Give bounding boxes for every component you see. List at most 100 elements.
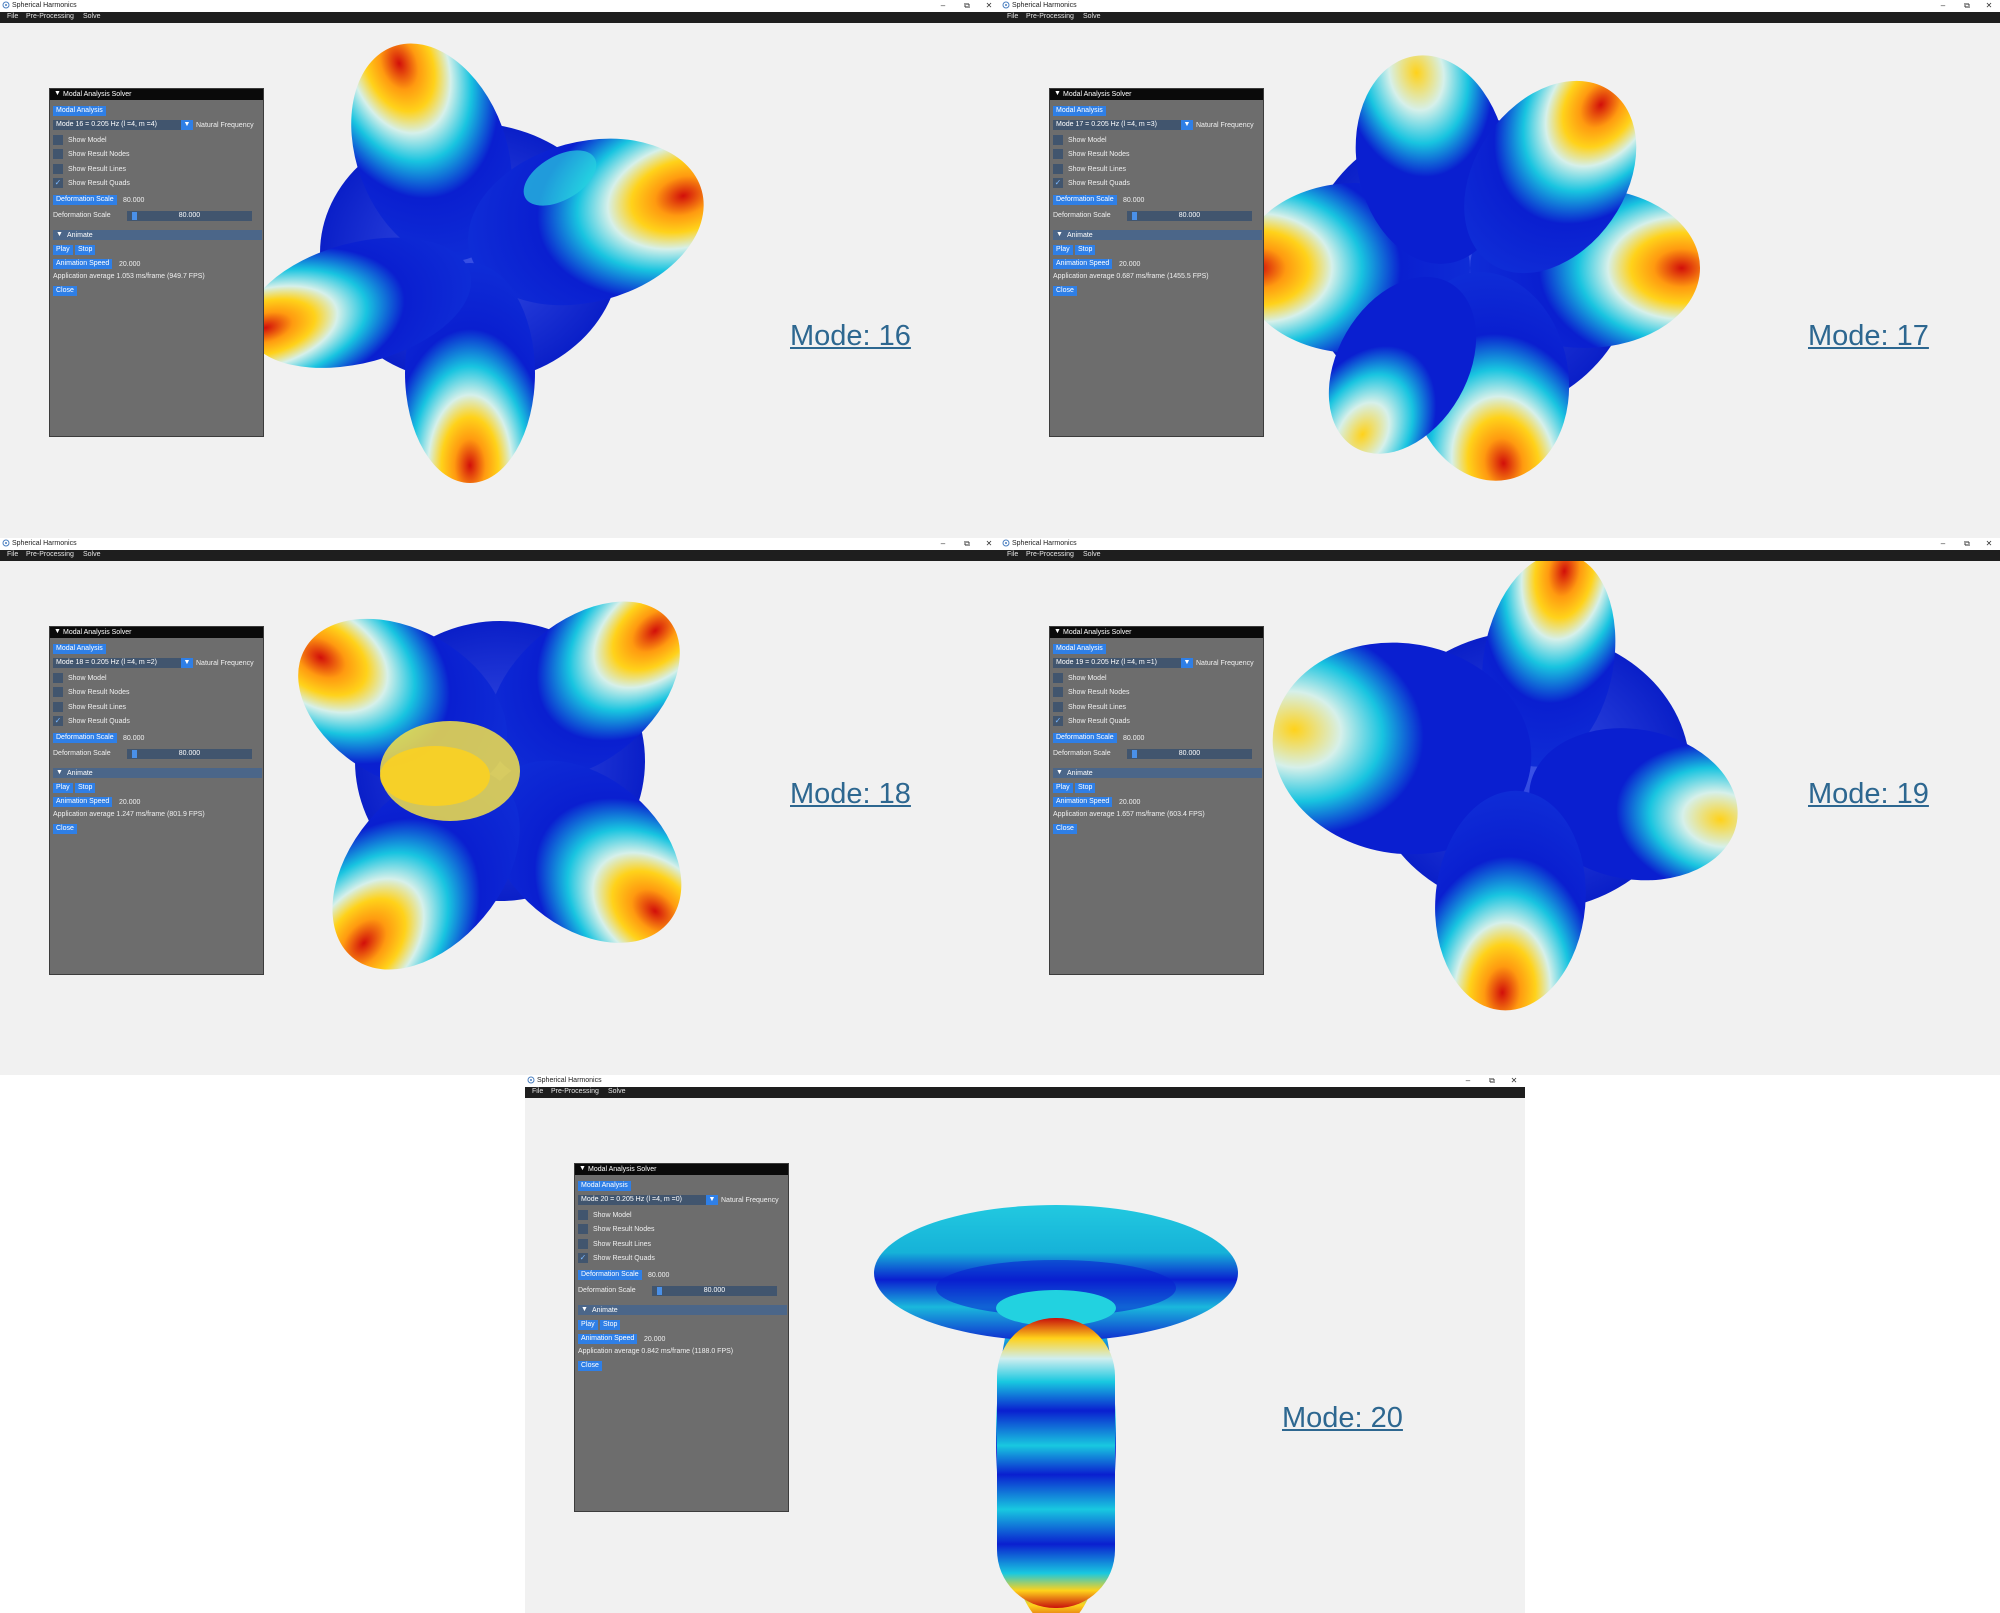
restore-icon[interactable]: ⧉: [1964, 1, 1970, 10]
chevron-down-icon[interactable]: ▼: [706, 1195, 718, 1205]
panel-header[interactable]: ▼ Modal Analysis Solver: [1050, 89, 1263, 100]
animation-speed-button[interactable]: Animation Speed: [1053, 797, 1113, 807]
slider-grab-handle[interactable]: [132, 212, 137, 220]
show-result-lines-checkbox[interactable]: [53, 164, 63, 174]
collapse-triangle-icon[interactable]: ▼: [581, 1306, 588, 1313]
menu-solve[interactable]: Solve: [608, 1088, 626, 1095]
modal-analysis-button[interactable]: Modal Analysis: [53, 106, 106, 116]
collapse-triangle-icon[interactable]: ▼: [54, 90, 61, 97]
viewport-3d[interactable]: [0, 23, 1000, 538]
animate-section-header[interactable]: ▼ Animate: [578, 1305, 787, 1315]
slider-grab-handle[interactable]: [1132, 212, 1137, 220]
show-result-lines-checkbox[interactable]: [53, 702, 63, 712]
menu-solve[interactable]: Solve: [83, 551, 101, 558]
minimize-icon[interactable]: –: [940, 1, 946, 10]
animate-section-header[interactable]: ▼ Animate: [1053, 768, 1262, 778]
deformation-scale-slider[interactable]: 80.000: [1127, 211, 1252, 221]
play-button[interactable]: Play: [578, 1320, 598, 1330]
slider-grab-handle[interactable]: [657, 1287, 662, 1295]
menu-file[interactable]: File: [1007, 13, 1019, 20]
stop-button[interactable]: Stop: [75, 783, 96, 793]
slider-grab-handle[interactable]: [1132, 750, 1137, 758]
show-model-checkbox[interactable]: [1053, 673, 1063, 683]
play-button[interactable]: Play: [1053, 783, 1073, 793]
show-result-lines-checkbox[interactable]: [1053, 164, 1063, 174]
deformation-scale-slider[interactable]: 80.000: [652, 1286, 777, 1296]
mode-select[interactable]: Mode 18 = 0.205 Hz (l =4, m =2): [53, 658, 181, 668]
show-result-nodes-checkbox[interactable]: [53, 687, 63, 697]
minimize-icon[interactable]: –: [1465, 1076, 1471, 1085]
deformation-scale-slider[interactable]: 80.000: [127, 211, 252, 221]
show-result-quads-checkbox[interactable]: ✓: [53, 716, 63, 726]
mode-select[interactable]: Mode 19 = 0.205 Hz (l =4, m =1): [1053, 658, 1181, 668]
collapse-triangle-icon[interactable]: ▼: [1056, 769, 1063, 776]
animate-section-header[interactable]: ▼ Animate: [53, 768, 262, 778]
close-icon[interactable]: ✕: [1510, 1076, 1518, 1085]
show-result-nodes-checkbox[interactable]: [1053, 687, 1063, 697]
viewport-3d[interactable]: [1000, 23, 2000, 538]
collapse-triangle-icon[interactable]: ▼: [56, 769, 63, 776]
deformation-scale-button[interactable]: Deformation Scale: [53, 195, 117, 205]
show-result-lines-checkbox[interactable]: [578, 1239, 588, 1249]
animate-section-header[interactable]: ▼ Animate: [1053, 230, 1262, 240]
close-button[interactable]: Close: [1053, 286, 1077, 296]
menu-file[interactable]: File: [7, 13, 19, 20]
collapse-triangle-icon[interactable]: ▼: [56, 231, 63, 238]
show-result-nodes-checkbox[interactable]: [578, 1224, 588, 1234]
animation-speed-button[interactable]: Animation Speed: [1053, 259, 1113, 269]
collapse-triangle-icon[interactable]: ▼: [1056, 231, 1063, 238]
mode-select[interactable]: Mode 17 = 0.205 Hz (l =4, m =3): [1053, 120, 1181, 130]
deformation-scale-button[interactable]: Deformation Scale: [1053, 195, 1117, 205]
close-icon[interactable]: ✕: [1985, 1, 1993, 10]
animate-section-header[interactable]: ▼ Animate: [53, 230, 262, 240]
minimize-icon[interactable]: –: [1940, 539, 1946, 548]
collapse-triangle-icon[interactable]: ▼: [54, 628, 61, 635]
show-result-lines-checkbox[interactable]: [1053, 702, 1063, 712]
stop-button[interactable]: Stop: [600, 1320, 621, 1330]
minimize-icon[interactable]: –: [940, 539, 946, 548]
chevron-down-icon[interactable]: ▼: [1181, 120, 1193, 130]
menu-preprocessing[interactable]: Pre-Processing: [551, 1088, 599, 1095]
animation-speed-button[interactable]: Animation Speed: [578, 1334, 638, 1344]
animation-speed-button[interactable]: Animation Speed: [53, 259, 113, 269]
menu-solve[interactable]: Solve: [1083, 551, 1101, 558]
panel-header[interactable]: ▼ Modal Analysis Solver: [50, 89, 263, 100]
panel-header[interactable]: ▼ Modal Analysis Solver: [1050, 627, 1263, 638]
show-model-checkbox[interactable]: [578, 1210, 588, 1220]
viewport-3d[interactable]: [525, 1098, 1525, 1613]
close-button[interactable]: Close: [1053, 824, 1077, 834]
deformation-scale-button[interactable]: Deformation Scale: [53, 733, 117, 743]
stop-button[interactable]: Stop: [1075, 783, 1096, 793]
viewport-3d[interactable]: [0, 561, 1000, 1075]
close-icon[interactable]: ✕: [1985, 539, 1993, 548]
show-model-checkbox[interactable]: [53, 135, 63, 145]
animation-speed-button[interactable]: Animation Speed: [53, 797, 113, 807]
close-button[interactable]: Close: [53, 286, 77, 296]
stop-button[interactable]: Stop: [1075, 245, 1096, 255]
menu-preprocessing[interactable]: Pre-Processing: [1026, 13, 1074, 20]
play-button[interactable]: Play: [1053, 245, 1073, 255]
chevron-down-icon[interactable]: ▼: [1181, 658, 1193, 668]
menu-preprocessing[interactable]: Pre-Processing: [26, 13, 74, 20]
close-icon[interactable]: ✕: [985, 539, 993, 548]
collapse-triangle-icon[interactable]: ▼: [1054, 90, 1061, 97]
show-result-quads-checkbox[interactable]: ✓: [1053, 178, 1063, 188]
panel-header[interactable]: ▼ Modal Analysis Solver: [50, 627, 263, 638]
show-result-quads-checkbox[interactable]: ✓: [1053, 716, 1063, 726]
menu-solve[interactable]: Solve: [1083, 13, 1101, 20]
menu-file[interactable]: File: [1007, 551, 1019, 558]
menu-file[interactable]: File: [7, 551, 19, 558]
panel-header[interactable]: ▼ Modal Analysis Solver: [575, 1164, 788, 1175]
deformation-scale-slider[interactable]: 80.000: [127, 749, 252, 759]
collapse-triangle-icon[interactable]: ▼: [1054, 628, 1061, 635]
show-result-nodes-checkbox[interactable]: [1053, 149, 1063, 159]
deformation-scale-slider[interactable]: 80.000: [1127, 749, 1252, 759]
restore-icon[interactable]: ⧉: [964, 539, 970, 548]
close-button[interactable]: Close: [578, 1361, 602, 1371]
restore-icon[interactable]: ⧉: [1964, 539, 1970, 548]
mode-select[interactable]: Mode 16 = 0.205 Hz (l =4, m =4): [53, 120, 181, 130]
menu-preprocessing[interactable]: Pre-Processing: [1026, 551, 1074, 558]
chevron-down-icon[interactable]: ▼: [181, 120, 193, 130]
play-button[interactable]: Play: [53, 783, 73, 793]
restore-icon[interactable]: ⧉: [964, 1, 970, 10]
